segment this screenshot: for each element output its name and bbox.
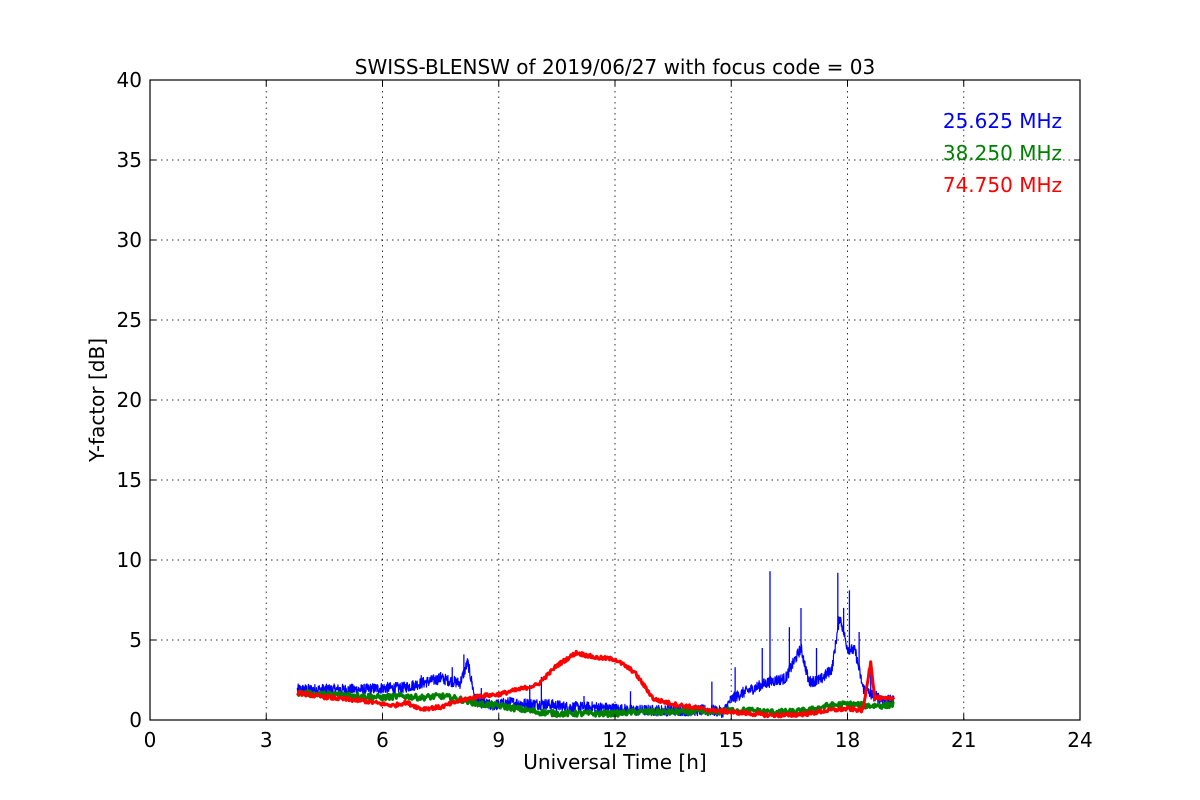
x-tick-label: 12 xyxy=(602,728,627,752)
legend-entry-3: 74.750 MHz xyxy=(943,173,1062,197)
x-tick-label: 15 xyxy=(719,728,744,752)
x-tick-label: 21 xyxy=(951,728,976,752)
y-tick-label: 40 xyxy=(117,68,142,92)
x-tick-label: 9 xyxy=(492,728,505,752)
legend-entry-2: 38.250 MHz xyxy=(943,141,1062,165)
series-line-3 xyxy=(296,649,896,719)
x-tick-label: 24 xyxy=(1067,728,1092,752)
series-line-1 xyxy=(296,616,895,718)
legend: 25.625 MHz 38.250 MHz 74.750 MHz xyxy=(943,109,1062,197)
ticks: 0 3 6 9 12 15 18 21 24 0 5 10 15 20 25 30 35 40 xyxy=(117,68,1093,752)
y-tick-label: 30 xyxy=(117,228,142,252)
y-tick-label: 35 xyxy=(117,148,142,172)
x-tick-label: 3 xyxy=(260,728,273,752)
x-tick-label: 0 xyxy=(144,728,157,752)
series-line-2 xyxy=(296,689,895,718)
series-layer xyxy=(296,571,896,719)
x-tick-label: 18 xyxy=(835,728,860,752)
y-axis-label: Y-factor [dB] xyxy=(85,338,109,463)
y-tick-label: 15 xyxy=(117,468,142,492)
y-tick-label: 10 xyxy=(117,548,142,572)
grid xyxy=(150,80,1080,720)
y-tick-label: 5 xyxy=(129,628,142,652)
y-tick-label: 25 xyxy=(117,308,142,332)
chart-title: SWISS-BLENSW of 2019/06/27 with focus co… xyxy=(355,55,876,79)
x-tick-label: 6 xyxy=(376,728,389,752)
y-tick-label: 20 xyxy=(117,388,142,412)
x-axis-label: Universal Time [h] xyxy=(523,750,706,774)
y-tick-label: 0 xyxy=(129,708,142,732)
legend-entry-1: 25.625 MHz xyxy=(943,109,1062,133)
